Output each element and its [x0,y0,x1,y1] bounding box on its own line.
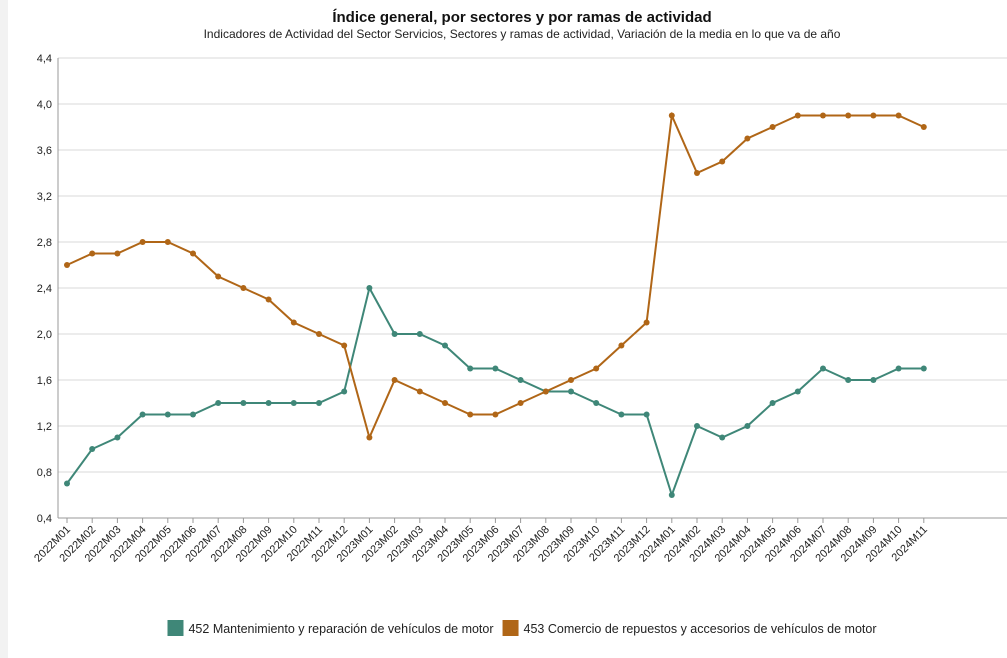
y-tick-label: 2,4 [37,283,52,295]
data-point [820,112,826,119]
data-point [769,124,776,130]
data-point [492,411,499,418]
data-point [64,480,70,487]
data-point [618,411,625,418]
data-point [265,400,272,406]
y-tick-label: 4,0 [37,99,52,111]
data-point [668,112,675,119]
chart-panel: Índice general, por sectores y por ramas… [8,0,1007,658]
data-point [744,423,751,429]
data-point [568,377,574,383]
y-tick-label: 2,0 [37,329,52,341]
data-point [920,365,927,372]
data-point [517,400,524,406]
y-tick-label: 3,6 [37,145,52,157]
legend-swatch [167,620,184,636]
data-point [719,434,726,441]
data-point [668,492,675,498]
y-tick-label: 3,2 [37,191,52,203]
data-point [164,411,171,418]
legend-swatch [502,620,519,636]
data-point [190,411,196,418]
data-point [694,170,700,176]
data-point [920,124,927,130]
data-point [416,331,423,337]
data-point [265,296,272,303]
data-point [593,400,600,406]
data-point [769,400,776,406]
data-point [517,377,524,383]
data-point [89,250,96,257]
data-point [290,319,297,326]
data-point [643,319,650,326]
chart-subtitle: Indicadores de Actividad del Sector Serv… [204,27,841,41]
data-point [215,400,222,406]
data-point [139,239,146,245]
data-point [643,411,650,418]
data-point [366,285,373,291]
y-tick-label: 4,4 [37,53,52,65]
data-point [568,388,574,395]
y-tick-label: 2,8 [37,237,52,249]
data-point [845,377,852,383]
data-point [895,112,902,119]
data-point [467,411,474,418]
gridlines [58,57,1007,519]
data-point [316,400,322,406]
data-point [240,285,247,291]
data-point [341,342,348,349]
data-point [694,423,700,429]
data-point [215,273,222,280]
data-point [89,446,96,452]
data-point [442,342,448,349]
y-tick-label: 1,2 [37,421,52,433]
y-tick-label: 0,4 [37,513,52,525]
chart-title: Índice general, por sectores y por ramas… [332,9,711,26]
y-tick-label: 0,8 [37,467,52,479]
line-chart: Índice general, por sectores y por ramas… [32,9,1007,636]
data-point [190,250,196,257]
data-point [416,388,423,395]
data-point [744,135,751,142]
data-point [316,331,322,337]
data-point [391,331,398,337]
data-point [64,262,70,268]
data-point [870,377,877,383]
data-point [240,400,247,406]
data-point [794,388,801,395]
data-point [845,112,852,119]
data-point [467,365,474,372]
data-point [164,239,171,245]
data-point [870,112,877,119]
data-point [442,400,448,406]
data-point [391,377,398,383]
data-point [618,342,625,349]
data-point [820,365,826,372]
data-point [114,434,121,441]
data-point [139,411,146,418]
data-point [290,400,297,406]
series-lines [64,111,927,499]
data-point [593,365,600,372]
legend-label: 453 Comercio de repuestos y accesorios d… [524,622,877,636]
legend: 452 Mantenimiento y reparación de vehícu… [167,620,877,636]
data-point [341,388,348,395]
y-tick-label: 1,6 [37,375,52,387]
legend-label: 452 Mantenimiento y reparación de vehícu… [188,622,493,636]
data-point [542,388,549,395]
data-point [794,112,801,119]
data-point [114,250,121,257]
data-point [895,365,902,372]
axes: 0,40,81,21,62,02,42,83,23,64,04,42022M01… [32,53,1007,565]
data-point [719,158,726,165]
data-point [492,365,499,372]
series-line [66,111,925,441]
data-point [366,434,373,441]
